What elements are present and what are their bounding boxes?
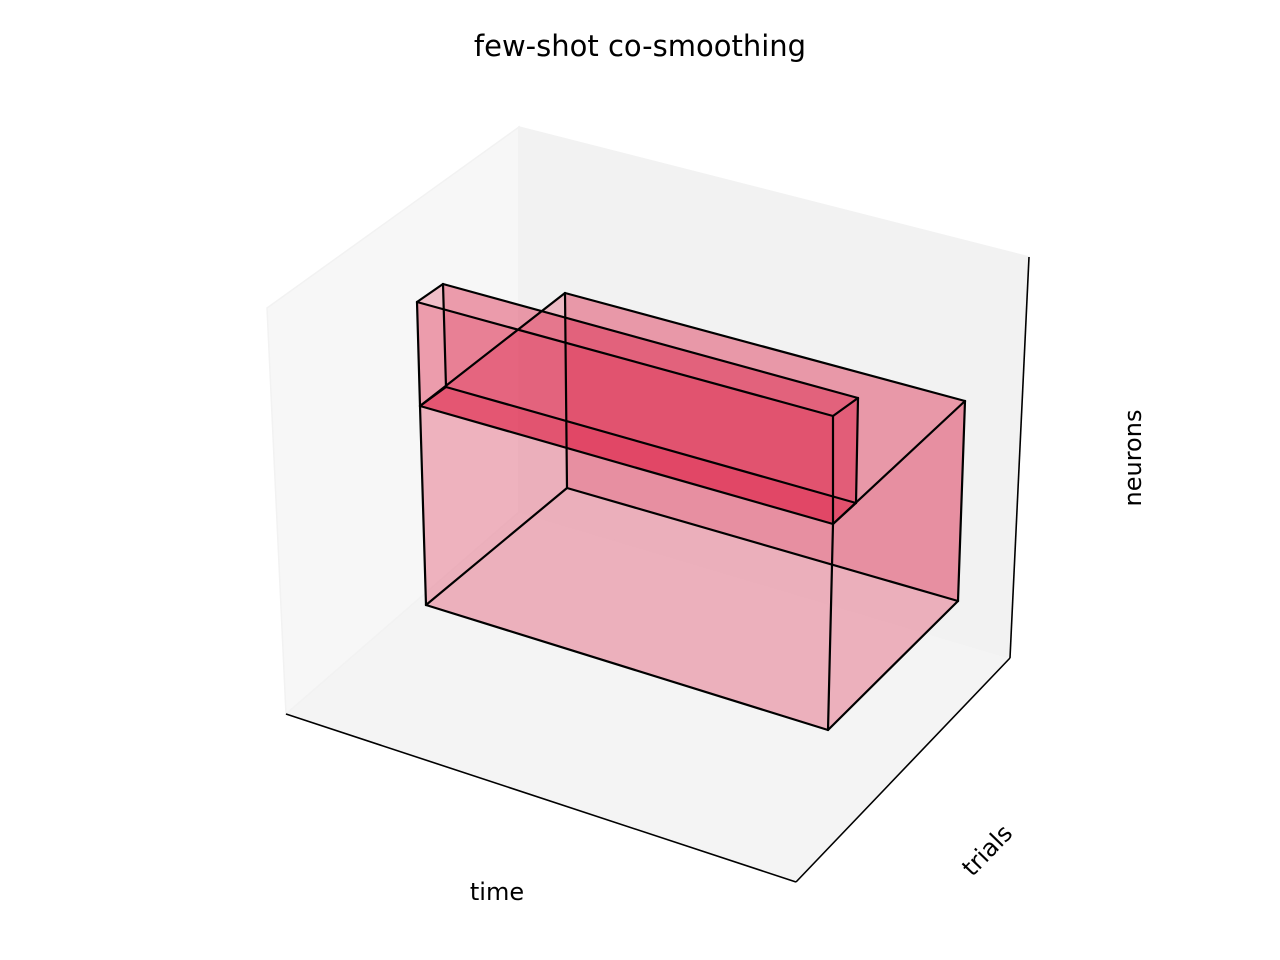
x-axis-label: time — [470, 878, 524, 906]
y-axis-label: trials — [956, 819, 1018, 881]
z-axis-label: neurons — [1119, 410, 1147, 507]
chart-title: few-shot co-smoothing — [474, 29, 806, 63]
